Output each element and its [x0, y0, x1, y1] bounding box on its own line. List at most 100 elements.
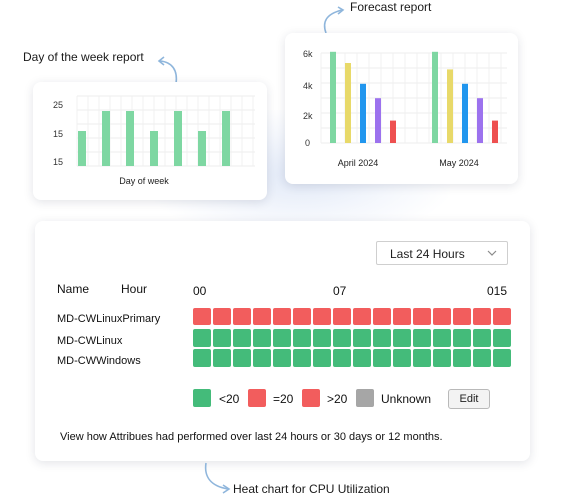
row-label: MD-CWLinuxPrimary: [57, 313, 161, 325]
bar: [462, 83, 468, 143]
bar: [198, 131, 206, 166]
heatmap-cell: [253, 329, 271, 347]
heatmap-cell: [313, 349, 331, 367]
heatmap-cell: [373, 329, 391, 347]
x-axis-label: Day of week: [119, 176, 169, 186]
bar: [174, 111, 182, 166]
bar: [492, 120, 498, 143]
legend-swatch-red: [248, 389, 266, 407]
heatmap-cell: [193, 329, 211, 347]
y-tick-label: 25: [53, 100, 63, 110]
hour-column-header: Hour: [121, 282, 148, 296]
heatmap-cell: [293, 329, 311, 347]
chevron-down-icon: [487, 250, 497, 256]
heatmap-cell: [353, 329, 371, 347]
legend-label: >20: [327, 392, 348, 406]
heatmap-cell: [213, 308, 231, 325]
heatmap-cell: [273, 308, 291, 325]
heat-chart-arrow-icon: [204, 462, 231, 494]
day-of-week-chart: 25 15 15 Day of week: [53, 95, 255, 186]
heat-chart-callout: Heat chart for CPU Utilization: [233, 482, 390, 496]
legend-label: <20: [219, 392, 240, 406]
day-of-week-arrow-icon: [157, 56, 178, 85]
name-column-header: Name: [57, 282, 90, 296]
heatmap-cell: [193, 349, 211, 367]
bar: [126, 111, 134, 166]
heatmap-cell: [373, 308, 391, 325]
forecast-arrow-icon: [323, 6, 345, 34]
bar: [222, 111, 230, 166]
bar: [150, 131, 158, 166]
heatmap-cell: [213, 349, 231, 367]
heatmap-cell: [293, 308, 311, 325]
heatmap-cell: [413, 349, 431, 367]
bar: [447, 69, 453, 143]
heatmap-cell: [453, 349, 471, 367]
day-of-week-card: 25 15 15 Day of week: [33, 82, 267, 200]
bar: [432, 51, 438, 143]
heatmap-cell: [493, 308, 511, 325]
bar: [360, 83, 366, 143]
y-tick-label: 15: [53, 129, 63, 139]
y-tick-label: 4k: [303, 81, 313, 91]
heatmap-cell: [353, 308, 371, 325]
heatmap-cell: [253, 308, 271, 325]
heatmap-cell: [433, 329, 451, 347]
heatmap-cell: [473, 349, 491, 367]
heatmap-cell: [233, 329, 251, 347]
legend-swatch-green: [193, 389, 211, 407]
row-label: MD-CWLinux: [57, 335, 123, 347]
legend-swatch-gray: [356, 389, 374, 407]
bar: [345, 63, 351, 143]
heatmap-cell: [413, 329, 431, 347]
forecast-report-callout: Forecast report: [350, 0, 432, 14]
category-label: May 2024: [439, 158, 479, 168]
heatmap-cell: [313, 329, 331, 347]
heatmap-cell: [233, 308, 251, 325]
heatmap-cell: [333, 308, 351, 325]
description-text: View how Attribues had performed over la…: [60, 431, 443, 443]
bar: [102, 111, 110, 166]
heatmap-cell: [393, 308, 411, 325]
bar: [330, 51, 336, 143]
heatmap-cell: [473, 308, 491, 325]
bar: [375, 98, 381, 143]
heatmap-cell: [293, 349, 311, 367]
heatmap-cell: [433, 349, 451, 367]
y-tick-label: 2k: [303, 111, 313, 121]
row-label: MD-CWWindows: [57, 355, 141, 367]
bar: [78, 131, 86, 166]
heatmap-cell: [273, 329, 291, 347]
y-tick-label: 6k: [303, 49, 313, 59]
forecast-chart: 6k 4k 2k 0 April 2024 May 2024: [303, 49, 507, 168]
heatmap-cell: [393, 349, 411, 367]
heatmap-cell: [333, 329, 351, 347]
heatmap-cell: [313, 308, 331, 325]
hour-label: 015: [487, 284, 508, 298]
heatmap-cell: [233, 349, 251, 367]
legend-label: Unknown: [381, 392, 432, 406]
heatmap-cell: [353, 349, 371, 367]
heatmap-cell: [453, 308, 471, 325]
bar: [477, 98, 483, 143]
category-label: April 2024: [338, 158, 379, 168]
heatmap-cell: [493, 349, 511, 367]
heatmap-cell: [253, 349, 271, 367]
heatmap-cell: [373, 349, 391, 367]
hour-label: 07: [333, 284, 347, 298]
forecast-card: 6k 4k 2k 0 April 2024 May 2024: [285, 33, 518, 184]
day-of-week-callout: Day of the week report: [23, 50, 144, 64]
heatmap-cell: [273, 349, 291, 367]
heatmap-cell: [193, 308, 211, 325]
time-range-value: Last 24 Hours: [390, 247, 465, 261]
heatmap-cell: [433, 308, 451, 325]
heatmap-cell: [493, 329, 511, 347]
heatmap-cell: [453, 329, 471, 347]
heatmap-cell: [393, 329, 411, 347]
edit-button[interactable]: Edit: [448, 389, 490, 409]
time-range-dropdown[interactable]: Last 24 Hours: [376, 241, 508, 265]
legend-swatch-red: [302, 389, 320, 407]
hour-label: 00: [193, 284, 207, 298]
heatmap-cell: [213, 329, 231, 347]
heatmap-cell: [413, 308, 431, 325]
